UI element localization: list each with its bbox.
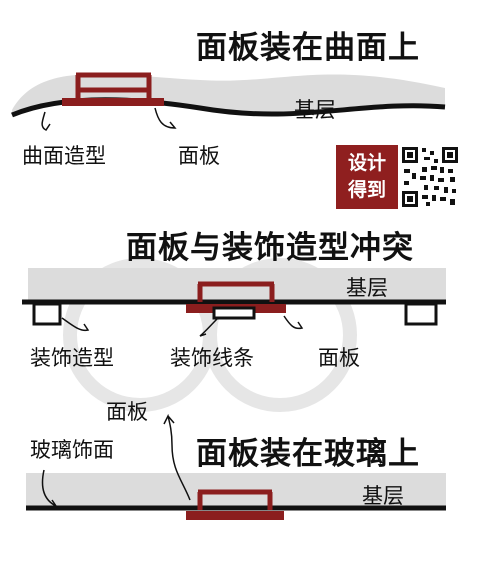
panel2-panel-label: 面板	[318, 346, 360, 370]
curve-label: 曲面造型	[22, 144, 106, 168]
qr-code-icon	[400, 145, 460, 209]
curve-leader-arrow	[41, 111, 51, 131]
curved-base-layer	[12, 73, 445, 115]
trim-leader-arrow	[199, 317, 219, 337]
trim-strip	[212, 306, 256, 320]
trim-label: 装饰线条	[170, 346, 254, 370]
panel1-red-panel	[62, 98, 164, 106]
molding-leader-arrow	[61, 317, 90, 332]
panel1-drawing	[11, 72, 446, 131]
panel2-bracket	[197, 281, 275, 302]
panel1-leader-arrow	[154, 107, 177, 129]
panel3-title: 面板装在玻璃上	[196, 436, 420, 472]
molding-label: 装饰造型	[30, 346, 114, 370]
panel3-leader-arrow	[163, 413, 191, 501]
panel1-base-label: 基层	[294, 98, 336, 122]
left-molding	[32, 302, 62, 326]
panel3-drawing	[26, 413, 446, 520]
brand-logo: 设计 得到	[336, 145, 398, 209]
glass-label: 玻璃饰面	[30, 438, 114, 462]
brand-line1: 设计	[347, 152, 386, 174]
panel1-title: 面板装在曲面上	[196, 30, 420, 66]
panel3-red-panel	[186, 511, 284, 520]
panel1-panel-label: 面板	[178, 144, 220, 168]
panel2-title: 面板与装饰造型冲突	[126, 230, 414, 266]
panel1-bracket	[75, 72, 152, 99]
panel2-base-label: 基层	[346, 276, 388, 300]
right-molding	[404, 302, 438, 326]
panel3-panel-label: 面板	[106, 400, 148, 424]
brand-badge: 设计 得到	[336, 145, 460, 209]
panel2-drawing	[22, 268, 446, 337]
brand-line2: 得到	[347, 179, 386, 201]
panel3-bracket	[197, 489, 273, 510]
glass-leader-arrow	[41, 469, 59, 508]
panel3-base-label: 基层	[362, 484, 404, 508]
panel2-leader-arrow	[283, 315, 304, 330]
